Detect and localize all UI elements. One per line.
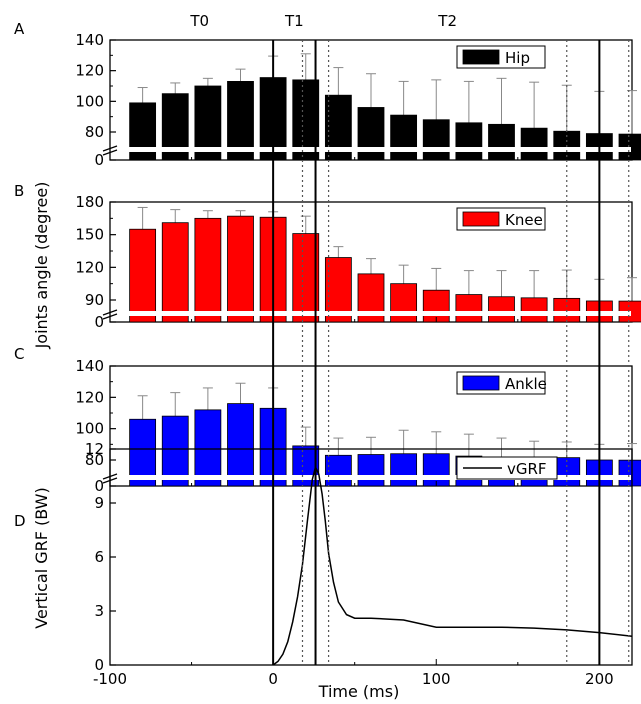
bar	[455, 122, 483, 161]
x-tick-label: 0	[268, 670, 278, 688]
y-axis-title-angle: Joints angle (degree)	[32, 182, 51, 350]
y-axis-title-grf: Vertical GRF (BW)	[32, 487, 51, 629]
phase-label: T1	[284, 12, 304, 30]
y-tick-label: 80	[85, 451, 104, 469]
x-tick-label: 200	[585, 670, 614, 688]
bar	[194, 409, 222, 487]
phase-label: T2	[437, 12, 457, 30]
panel-b: 0 90 120 150 180 B Knee	[14, 182, 641, 331]
y-tick-label: 120	[75, 62, 104, 80]
legend-swatch	[462, 211, 500, 227]
axis-break-mark	[102, 309, 118, 316]
panel-letter: B	[14, 182, 24, 200]
legend-label: Hip	[505, 49, 530, 67]
bar	[455, 294, 483, 323]
y-tick-label: 0	[94, 313, 104, 331]
y-tick-label: 9	[94, 494, 104, 512]
x-tick-label: 100	[422, 670, 451, 688]
legend-label: vGRF	[507, 460, 547, 478]
axis-break-mark	[102, 149, 118, 156]
bar	[292, 79, 320, 161]
axis-break-band	[111, 311, 631, 316]
bar	[357, 454, 385, 487]
legend: vGRF	[456, 456, 558, 480]
legend-label: Ankle	[505, 375, 547, 393]
axis-break-mark	[102, 313, 118, 320]
series-line-vgrf	[272, 464, 633, 666]
legend-swatch	[462, 375, 500, 391]
y-tick-label: 120	[75, 258, 104, 276]
y-tick-label: 140	[75, 31, 104, 49]
bar	[422, 119, 450, 161]
bar	[324, 454, 352, 487]
axis-break-mark	[102, 145, 118, 152]
bar	[618, 459, 641, 487]
axis-break-band	[111, 147, 631, 152]
bar	[488, 123, 515, 161]
panel-c: 0 80 100 120 140 C Ankle	[14, 345, 641, 495]
panel-letter: C	[14, 345, 24, 363]
y-tick-label: 80	[85, 123, 104, 141]
bar	[161, 415, 189, 487]
event-lines	[272, 40, 630, 665]
panel-letter: A	[14, 20, 25, 38]
bar	[227, 403, 254, 487]
y-tick-label: 180	[75, 193, 104, 211]
phase-label: T0	[189, 12, 209, 30]
y-tick-label: 100	[75, 92, 104, 110]
y-tick-label: 12	[85, 440, 104, 458]
legend: Hip	[456, 45, 546, 69]
y-tick-label: 0	[94, 151, 104, 169]
y-tick-label: 0	[94, 656, 104, 674]
bar	[194, 217, 222, 323]
bar	[357, 107, 385, 161]
bar	[129, 228, 157, 323]
bar	[227, 81, 254, 161]
bar	[390, 114, 418, 161]
panel-letter: D	[14, 512, 26, 530]
panel-a: 0 80 100 120 140 A Hip T0 T1 T2	[14, 12, 641, 169]
y-tick-label: 150	[75, 226, 104, 244]
bar	[227, 215, 254, 323]
y-tick-label: 120	[75, 388, 104, 406]
axis-break-band	[111, 475, 631, 480]
bar	[520, 297, 548, 323]
x-axis-title: Time (ms)	[318, 682, 400, 701]
y-tick-label: 0	[94, 477, 104, 495]
y-tick-label: 140	[75, 357, 104, 375]
y-tick-label: 6	[94, 548, 104, 566]
legend-box	[456, 456, 558, 480]
legend-label: Knee	[505, 211, 543, 229]
bar	[129, 418, 157, 487]
legend: Ankle	[456, 371, 547, 395]
x-tick-label: -100	[93, 670, 127, 688]
bar	[161, 222, 189, 323]
y-tick-label: 3	[94, 602, 104, 620]
bar	[422, 289, 450, 323]
y-tick-label: 90	[85, 291, 104, 309]
bar	[292, 233, 320, 323]
legend-swatch	[462, 49, 500, 65]
y-tick-label: 100	[75, 420, 104, 438]
legend: Knee	[456, 207, 546, 231]
bar	[422, 453, 450, 487]
bar	[520, 127, 548, 161]
bar	[488, 296, 515, 323]
bar	[390, 453, 418, 487]
bar	[390, 283, 418, 323]
